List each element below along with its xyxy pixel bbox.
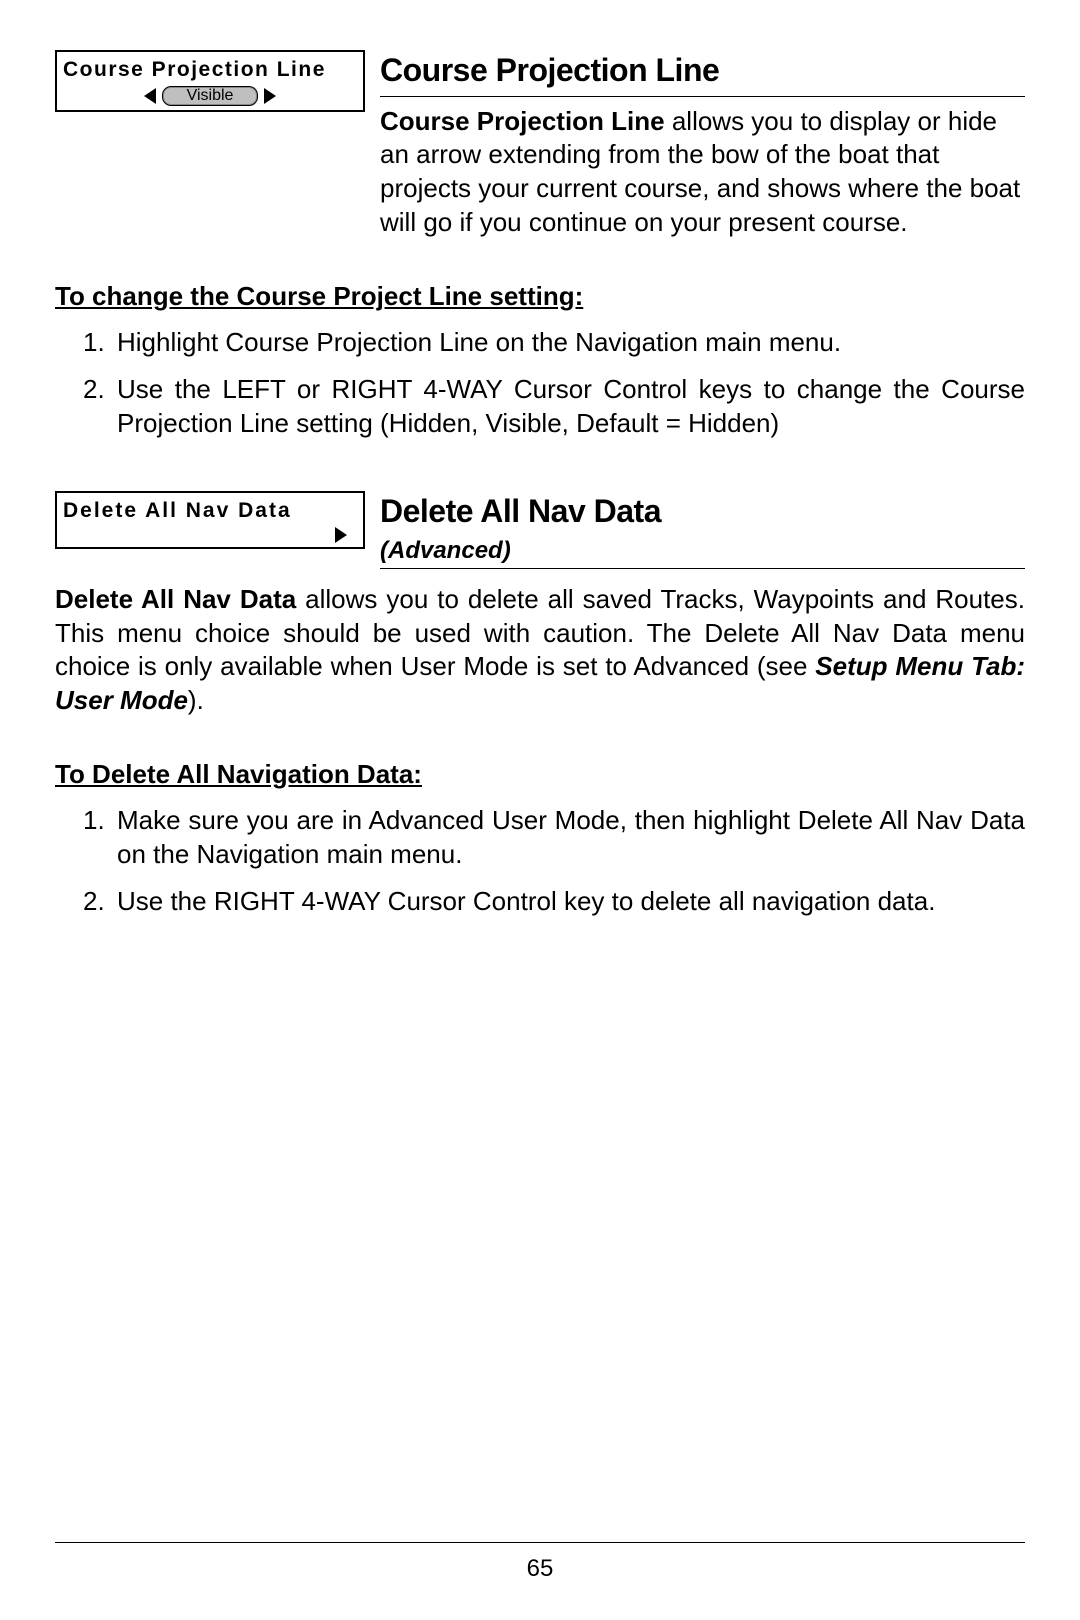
intro-bold: Delete All Nav Data xyxy=(55,584,296,614)
step-number: 2. xyxy=(83,885,105,919)
section-heading: Course Projection Line xyxy=(380,50,1025,97)
menu-box-value-row xyxy=(57,526,363,547)
chevron-right-icon[interactable] xyxy=(264,88,276,104)
instructions-title: To change the Course Project Line settin… xyxy=(55,280,1025,314)
section-course-projection: Course Projection Line Visible Course Pr… xyxy=(55,50,1025,441)
menu-box-title: Course Projection Line xyxy=(57,52,363,85)
menu-box-value-row: Visible xyxy=(57,85,363,110)
footer-rule xyxy=(55,1542,1025,1543)
menu-box-delete-nav: Delete All Nav Data xyxy=(55,491,365,549)
step-item: 1. Highlight Course Projection Line on t… xyxy=(117,326,1025,360)
intro-text-b: ). xyxy=(188,685,204,715)
instructions-title: To Delete All Navigation Data: xyxy=(55,758,1025,792)
step-text: Use the LEFT or RIGHT 4-WAY Cursor Contr… xyxy=(117,374,1025,438)
chevron-right-icon[interactable] xyxy=(335,527,347,543)
menu-box-title: Delete All Nav Data xyxy=(57,493,363,526)
section-heading: Delete All Nav Data xyxy=(380,491,1025,537)
page-number: 65 xyxy=(55,1553,1025,1584)
intro-paragraph: Delete All Nav Data allows you to delete… xyxy=(55,583,1025,718)
step-text: Use the RIGHT 4-WAY Cursor Control key t… xyxy=(117,886,935,916)
steps-list: 1. Highlight Course Projection Line on t… xyxy=(55,326,1025,441)
page-footer: 65 xyxy=(55,1542,1025,1584)
chevron-left-icon[interactable] xyxy=(144,88,156,104)
steps-list: 1. Make sure you are in Advanced User Mo… xyxy=(55,804,1025,919)
menu-box-value[interactable]: Visible xyxy=(162,86,258,106)
step-item: 2. Use the RIGHT 4-WAY Cursor Control ke… xyxy=(117,885,1025,919)
section-subtitle: (Advanced) xyxy=(380,535,1025,566)
intro-bold: Course Projection Line xyxy=(380,106,665,136)
step-number: 2. xyxy=(83,373,105,407)
step-item: 2. Use the LEFT or RIGHT 4-WAY Cursor Co… xyxy=(117,373,1025,441)
step-number: 1. xyxy=(83,326,105,360)
step-number: 1. xyxy=(83,804,105,838)
step-item: 1. Make sure you are in Advanced User Mo… xyxy=(117,804,1025,872)
menu-box-course-projection: Course Projection Line Visible xyxy=(55,50,365,112)
step-text: Highlight Course Projection Line on the … xyxy=(117,327,841,357)
section-delete-nav: Delete All Nav Data Delete All Nav Data … xyxy=(55,491,1025,919)
step-text: Make sure you are in Advanced User Mode,… xyxy=(117,805,1025,869)
